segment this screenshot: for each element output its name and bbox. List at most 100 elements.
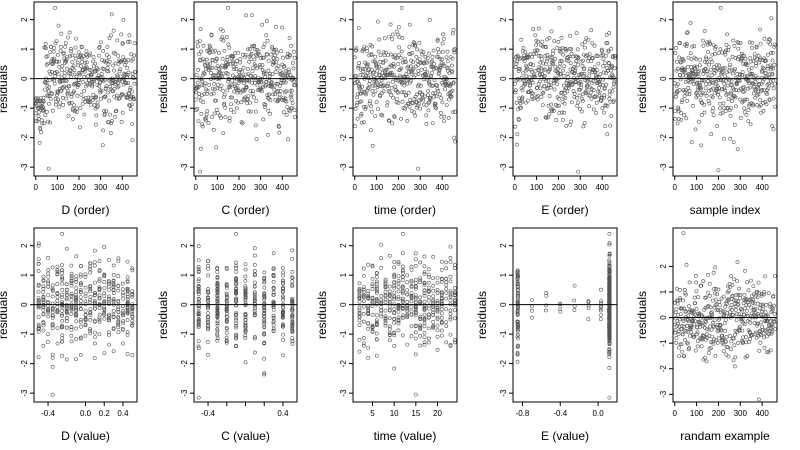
data-point (433, 105, 438, 110)
data-point (60, 339, 64, 344)
data-point (81, 97, 86, 101)
data-point (698, 83, 703, 87)
data-point (610, 72, 615, 77)
data-point (196, 258, 201, 263)
data-point (770, 50, 775, 55)
data-point (556, 71, 561, 76)
data-point (262, 297, 267, 302)
data-point (409, 334, 414, 339)
data-point (726, 354, 731, 359)
data-point (204, 112, 209, 117)
data-point (270, 72, 275, 77)
data-point (111, 308, 116, 313)
data-point (55, 295, 60, 299)
data-point (65, 91, 70, 96)
data-point (766, 86, 771, 91)
data-point (243, 52, 248, 57)
data-point (41, 290, 46, 294)
data-point (93, 341, 97, 346)
data-point (607, 61, 611, 65)
data-point (79, 299, 83, 303)
data-point (50, 322, 55, 326)
data-point (287, 36, 292, 40)
data-point (124, 94, 129, 99)
data-point (84, 84, 88, 89)
data-point (414, 105, 419, 110)
data-point (371, 70, 376, 75)
data-point (396, 285, 401, 290)
data-point (738, 116, 743, 120)
data-point (104, 109, 109, 114)
data-point (107, 281, 111, 286)
data-point (768, 42, 773, 47)
data-point (426, 280, 431, 285)
data-point (540, 103, 545, 108)
data-point (219, 37, 224, 42)
data-point (429, 60, 434, 65)
data-point (408, 97, 413, 102)
data-point (702, 110, 707, 115)
data-point (768, 79, 773, 84)
data-point (116, 310, 121, 315)
data-point (233, 62, 238, 67)
data-point (198, 27, 203, 32)
data-point (548, 55, 553, 60)
data-point (257, 63, 262, 68)
data-point (97, 302, 102, 306)
data-point (699, 113, 704, 117)
data-point (706, 290, 710, 295)
data-point (529, 304, 534, 309)
data-point (421, 98, 426, 103)
data-point (357, 323, 362, 327)
data-point (729, 274, 733, 279)
data-point (369, 53, 374, 57)
data-point (60, 274, 64, 279)
data-point (225, 55, 230, 60)
data-point (64, 357, 69, 362)
data-point (547, 94, 552, 98)
data-point (546, 115, 550, 120)
data-point (96, 76, 101, 80)
data-point (557, 96, 562, 101)
y-tick-label: 1 (659, 289, 668, 294)
data-point (568, 33, 572, 38)
data-point (97, 53, 101, 58)
data-point (46, 119, 51, 124)
x-axis-title: D (order) (61, 203, 109, 217)
data-point (552, 87, 557, 92)
data-point (69, 291, 74, 296)
data-point (78, 71, 83, 76)
data-point (440, 57, 445, 62)
data-point (102, 308, 107, 313)
data-point (64, 305, 69, 310)
data-point (707, 88, 712, 93)
data-point (573, 69, 578, 73)
data-point (741, 61, 746, 66)
data-point (416, 68, 421, 73)
x-tick-label: 400 (276, 183, 290, 192)
data-point (220, 63, 225, 68)
data-point (520, 99, 525, 104)
data-point (221, 38, 226, 43)
data-point (771, 66, 776, 71)
data-point (747, 103, 752, 108)
data-point (705, 71, 710, 76)
data-point (116, 321, 121, 326)
data-point (730, 282, 735, 287)
data-point (262, 285, 267, 290)
data-point (696, 295, 701, 300)
data-point (106, 120, 111, 125)
data-point (409, 312, 414, 317)
data-point (381, 59, 386, 64)
data-point (265, 52, 270, 57)
data-point (541, 90, 546, 95)
data-point (209, 92, 214, 97)
data-point (88, 266, 92, 271)
data-point (125, 330, 130, 335)
x-tick-label: 200 (712, 183, 726, 192)
data-point (736, 41, 741, 45)
data-point (64, 96, 68, 101)
